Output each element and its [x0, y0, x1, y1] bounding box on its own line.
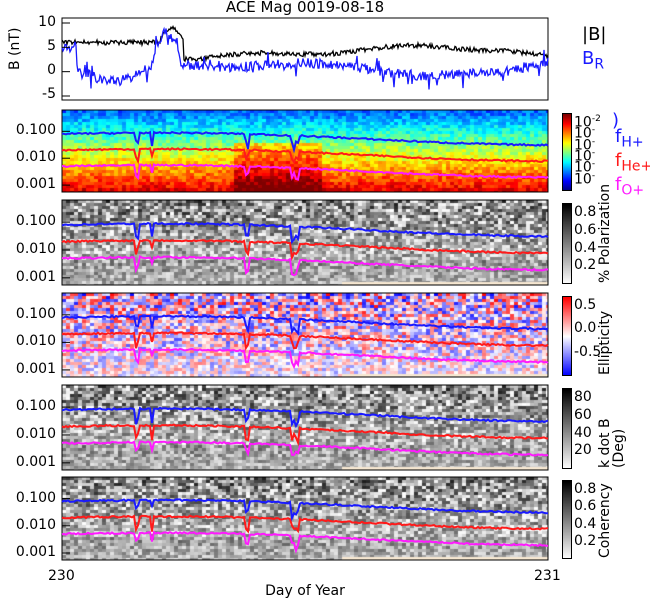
panel-frame-3 [61, 384, 549, 471]
fo-line [61, 254, 549, 277]
colorbar-tick: 10- [574, 136, 596, 154]
colorbar-tick: 0.2 [574, 532, 597, 549]
colorbar-tick: 0.5 [574, 297, 597, 313]
legend-fhe: fHe+ [615, 150, 650, 175]
colorbar-tick: 60 [574, 406, 592, 423]
colorbar-tick: 0.8 [574, 481, 597, 497]
legend-br: BR [582, 48, 605, 73]
colorbar-tick: 10- [574, 148, 596, 165]
legend-b: |B| [582, 24, 607, 45]
fh-line [61, 314, 549, 336]
ytick-freq: 0.010 [15, 333, 56, 350]
colorbar-tick: 10- [574, 170, 596, 188]
colorbar-tick: 0.0 [574, 320, 597, 337]
xaxis-label: Day of Year [265, 583, 345, 599]
ytick-freq: 0.001 [15, 544, 56, 560]
fo-line [61, 440, 549, 457]
colorbar-power [562, 113, 572, 191]
chart-title: ACE Mag 0019-08-18 [225, 0, 385, 16]
ytick-freq: 0.001 [15, 268, 56, 285]
fo-line [61, 163, 549, 181]
ytick-freq: 0.010 [15, 240, 56, 257]
colorbar-kdotb [562, 388, 572, 469]
top-panel-frame [61, 17, 549, 101]
ytick-top-10: 10 [38, 14, 56, 30]
ytick-top-5: 5 [47, 38, 56, 54]
fhe-line [61, 146, 549, 165]
colorbar-tick: 40 [574, 424, 592, 441]
ytick-freq: 0.100 [15, 489, 56, 506]
colorbar-tick: 0.4 [574, 239, 597, 256]
colorbar-tick: -0.5 [574, 343, 602, 360]
legend-fo: fO+ [615, 174, 645, 199]
legend-fh: fH+ [615, 126, 644, 151]
xtick-230: 230 [48, 568, 75, 584]
fhe-line [61, 238, 549, 262]
colorbar-tick: 0.4 [574, 515, 597, 532]
fh-line [61, 498, 548, 522]
colorbar-tick: 10-2 [574, 114, 601, 131]
colorbar-tick: 10- [574, 125, 596, 142]
ytick-freq: 0.001 [15, 176, 56, 193]
colorbar-tick: 0.6 [574, 498, 597, 515]
spectrogram-power [62, 110, 548, 192]
colorbar-tick: 0.6 [574, 221, 597, 238]
colorbar-ellipticity [562, 296, 572, 376]
panel-frame-1 [61, 199, 549, 286]
panel-frame-0 [61, 109, 549, 193]
b-magnitude-line [61, 25, 549, 63]
fhe-line [61, 514, 549, 534]
colorbar-tick: 10- [574, 159, 596, 176]
colorbar-coherency [562, 480, 572, 559]
xtick-231: 231 [534, 568, 561, 584]
ytick-freq: 0.010 [15, 425, 56, 442]
ytick-top-m5: -5 [42, 86, 56, 102]
fhe-line [61, 423, 549, 447]
spectrogram-kdotb [62, 385, 548, 470]
fh-line [61, 221, 549, 245]
colorbar-tick: 0.8 [574, 204, 597, 220]
spectrogram-ellipticity [62, 293, 548, 377]
colorbar-tick: 80 [574, 389, 592, 405]
colorbar-polarization [562, 203, 572, 284]
ytick-freq: 0.100 [15, 398, 56, 415]
legend-paren: ) [612, 110, 620, 131]
ytick-freq: 0.100 [15, 305, 56, 322]
fo-line [61, 347, 549, 370]
colorbar-tick: 20 [574, 442, 592, 459]
ytick-freq: 0.010 [15, 516, 56, 533]
spectrogram-polarization [62, 200, 548, 285]
fhe-line [61, 331, 549, 351]
ytick-freq: 0.100 [15, 122, 56, 139]
colorbar-tick: 0.2 [574, 257, 597, 274]
fh-line [61, 406, 549, 429]
ytick-top-0: 0 [47, 62, 56, 78]
panel-frame-2 [61, 292, 549, 378]
ytick-freq: 0.001 [15, 360, 56, 377]
ytick-freq: 0.100 [15, 213, 56, 230]
fo-line [61, 530, 549, 554]
fh-line [61, 130, 549, 154]
br-line [61, 26, 549, 90]
ytick-freq: 0.001 [15, 453, 56, 470]
ytick-freq: 0.010 [15, 149, 56, 166]
